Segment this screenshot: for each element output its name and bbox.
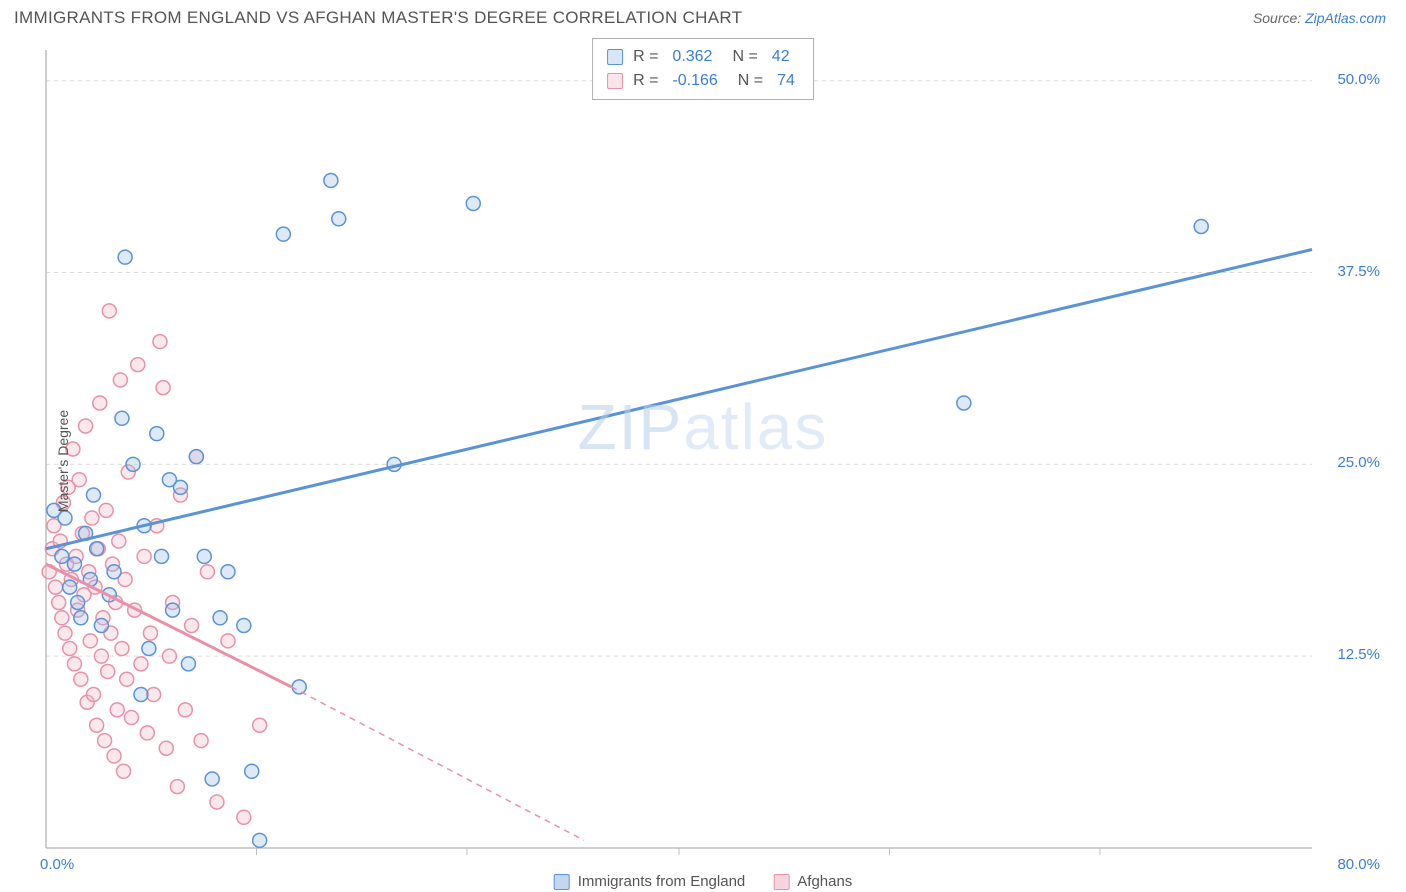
source-attribution: Source: ZipAtlas.com xyxy=(1253,10,1386,26)
axis-tick-label: 0.0% xyxy=(40,856,74,873)
legend-bottom: Immigrants from England Afghans xyxy=(554,873,853,890)
chart-title: IMMIGRANTS FROM ENGLAND VS AFGHAN MASTER… xyxy=(14,8,742,28)
chart-area: Master's Degree ZIPatlas xyxy=(14,40,1392,882)
axis-tick-label: 80.0% xyxy=(1337,856,1380,873)
stats-row: R =0.362 N =42 xyxy=(607,45,799,69)
source-link[interactable]: ZipAtlas.com xyxy=(1305,10,1386,26)
correlation-stats-box: R =0.362 N =42 R =-0.166 N =74 xyxy=(592,38,814,100)
legend-item: Immigrants from England xyxy=(554,873,746,890)
legend-item: Afghans xyxy=(773,873,852,890)
axis-tick-label: 12.5% xyxy=(1337,646,1380,663)
axis-tick-label: 50.0% xyxy=(1337,71,1380,88)
stats-row: R =-0.166 N =74 xyxy=(607,69,799,93)
scatter-plot xyxy=(14,40,1392,882)
axis-tick-label: 25.0% xyxy=(1337,454,1380,471)
y-axis-label: Master's Degree xyxy=(55,410,71,512)
axis-tick-label: 37.5% xyxy=(1337,263,1380,280)
